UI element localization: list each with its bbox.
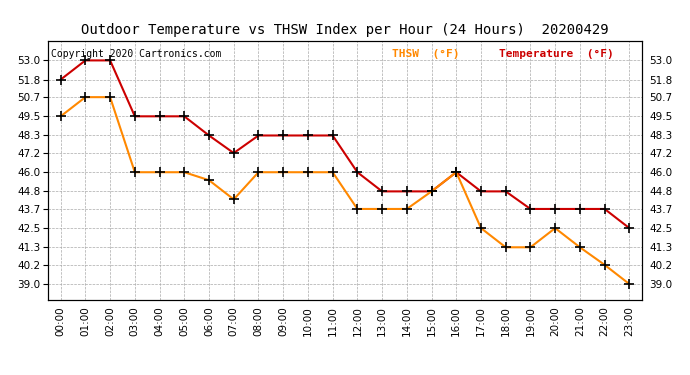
Title: Outdoor Temperature vs THSW Index per Hour (24 Hours)  20200429: Outdoor Temperature vs THSW Index per Ho… [81, 23, 609, 37]
Text: Copyright 2020 Cartronics.com: Copyright 2020 Cartronics.com [51, 49, 221, 59]
Text: THSW  (°F): THSW (°F) [393, 49, 460, 59]
Text: Temperature  (°F): Temperature (°F) [500, 49, 614, 59]
